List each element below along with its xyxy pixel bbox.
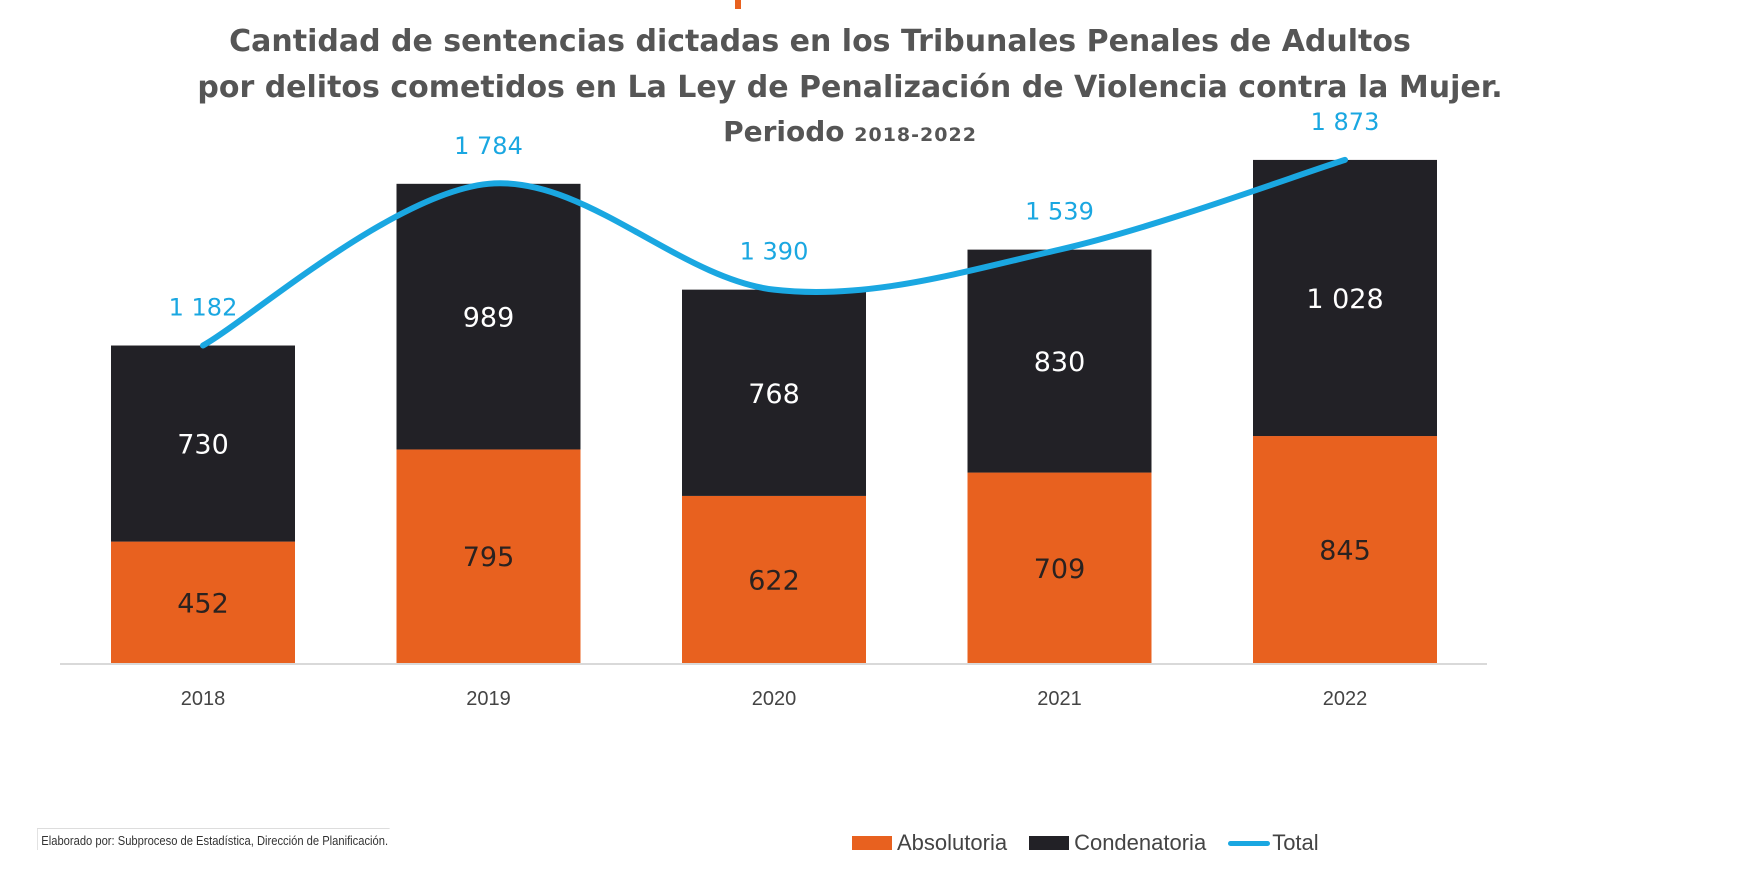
label-condenatoria-2019: 989 bbox=[463, 303, 515, 334]
x-tick-label-2018: 2018 bbox=[181, 688, 226, 710]
label-condenatoria-2022: 1 028 bbox=[1306, 284, 1383, 315]
legend-swatch-total bbox=[1228, 840, 1271, 846]
label-total-2021: 1 539 bbox=[1025, 198, 1094, 226]
legend-swatch-absolutoria bbox=[852, 836, 892, 850]
label-condenatoria-2021: 830 bbox=[1034, 347, 1086, 378]
bar-condenatoria-2018 bbox=[111, 345, 295, 542]
legend: Absolutoria Condenatoria Total bbox=[852, 830, 1341, 856]
chart-title-period-word: Periodo bbox=[723, 115, 845, 148]
chart-title-period-range: 2018-2022 bbox=[854, 124, 977, 146]
label-total-2019: 1 784 bbox=[454, 132, 523, 160]
chart-title-line-2: por delitos cometidos en La Ley de Penal… bbox=[197, 70, 1503, 105]
label-condenatoria-2020: 768 bbox=[748, 379, 800, 410]
label-condenatoria-2018: 730 bbox=[177, 430, 229, 461]
bar-condenatoria-2021 bbox=[967, 249, 1152, 473]
chart-title-line-1: Cantidad de sentencias dictadas en los T… bbox=[229, 24, 1411, 59]
bars-layer bbox=[111, 159, 1437, 663]
legend-label-condenatoria: Condenatoria bbox=[1074, 830, 1207, 855]
bar-absolutoria-2020 bbox=[682, 495, 866, 663]
legend-item-total[interactable]: Total bbox=[1228, 830, 1319, 856]
label-absolutoria-2019: 795 bbox=[463, 542, 515, 573]
x-tick-label-2020: 2020 bbox=[752, 688, 797, 710]
bar-absolutoria-2021 bbox=[967, 472, 1152, 663]
x-tick-labels: 2018 2019 2020 2021 2022 bbox=[181, 688, 1368, 710]
legend-label-absolutoria: Absolutoria bbox=[897, 830, 1008, 855]
label-absolutoria-2020: 622 bbox=[748, 565, 800, 596]
bar-condenatoria-2019 bbox=[396, 183, 581, 450]
legend-item-absolutoria[interactable]: Absolutoria bbox=[852, 830, 1007, 856]
label-total-2020: 1 390 bbox=[740, 238, 809, 266]
label-absolutoria-2022: 845 bbox=[1319, 536, 1371, 567]
legend-swatch-condenatoria bbox=[1029, 836, 1070, 850]
legend-item-condenatoria[interactable]: Condenatoria bbox=[1029, 830, 1206, 856]
bar-absolutoria-2018 bbox=[111, 541, 295, 663]
header-accent-mark bbox=[735, 0, 741, 9]
total-series-line bbox=[200, 156, 1348, 349]
label-absolutoria-2021: 709 bbox=[1034, 554, 1086, 585]
legend-label-total: Total bbox=[1272, 830, 1319, 855]
label-total-2018: 1 182 bbox=[169, 294, 238, 322]
bar-condenatoria-2022 bbox=[1253, 159, 1437, 437]
label-absolutoria-2018: 452 bbox=[177, 588, 229, 619]
chart-title-line-3: Periodo 2018-2022 bbox=[30, 115, 1670, 148]
source-credit: Elaborado por: Subproceso de Estadística… bbox=[37, 828, 390, 850]
x-tick-label-2022: 2022 bbox=[1323, 688, 1368, 710]
data-labels-layer: 452 730 1 182 795 989 1 784 622 768 1 390 709 830 1… bbox=[169, 108, 1384, 619]
x-tick-label-2021: 2021 bbox=[1037, 688, 1082, 710]
label-total-2022: 1 873 bbox=[1311, 108, 1380, 136]
bar-absolutoria-2019 bbox=[396, 449, 581, 663]
bar-condenatoria-2020 bbox=[682, 289, 866, 496]
bar-absolutoria-2022 bbox=[1253, 436, 1437, 663]
x-tick-label-2019: 2019 bbox=[466, 688, 511, 710]
